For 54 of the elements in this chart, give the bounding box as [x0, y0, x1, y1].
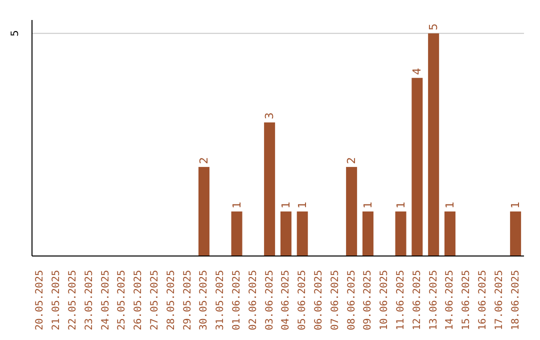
- x-tick-label: 02.06.2025: [248, 270, 259, 330]
- x-tick-label: 30.05.2025: [198, 270, 210, 330]
- data-label: 1: [296, 201, 309, 208]
- x-tick-label: 04.06.2025: [280, 270, 292, 330]
- bar: [231, 211, 242, 256]
- x-tick-label: 01.06.2025: [232, 270, 242, 330]
- x-tick-label: 22.05.2025: [68, 270, 78, 330]
- bar: [198, 166, 210, 256]
- bar: [412, 78, 423, 256]
- bar: [280, 211, 292, 256]
- data-label: 4: [410, 68, 424, 75]
- x-tick-label: 29.05.2025: [182, 270, 194, 330]
- bar: [264, 122, 276, 256]
- data-label: 5: [427, 23, 440, 30]
- x-tick-label: 24.05.2025: [100, 270, 112, 330]
- x-tick-label: 09.06.2025: [362, 270, 374, 330]
- x-tick-label: 28.05.2025: [166, 270, 177, 330]
- bar: [362, 211, 374, 256]
- data-label: 1: [361, 201, 374, 208]
- x-tick-label: 21.05.2025: [51, 270, 62, 330]
- x-tick-label: 10.06.2025: [379, 270, 390, 330]
- x-tick-label: 16.06.2025: [478, 270, 488, 330]
- x-tick-label: 26.05.2025: [133, 270, 144, 330]
- x-tick-label: 03.06.2025: [264, 270, 276, 330]
- x-tick-label: 07.06.2025: [330, 270, 341, 330]
- x-tick-label: 11.06.2025: [396, 270, 406, 330]
- x-tick-label: 17.06.2025: [494, 270, 505, 330]
- bar: [296, 211, 308, 256]
- x-tick-label: 12.06.2025: [412, 270, 423, 330]
- bar: [428, 33, 440, 256]
- x-tick-label: 20.05.2025: [34, 270, 46, 330]
- data-label: 1: [279, 201, 292, 208]
- x-tick-label: 18.06.2025: [510, 270, 522, 330]
- data-label: 2: [345, 156, 358, 164]
- x-tick-label: 15.06.2025: [461, 270, 472, 330]
- x-tick-label: 31.05.2025: [215, 270, 226, 330]
- x-tick-label: 14.06.2025: [444, 270, 456, 330]
- x-tick-label: 13.06.2025: [428, 270, 440, 330]
- bar: [444, 211, 456, 256]
- x-tick-label: 23.05.2025: [84, 270, 95, 330]
- x-tick-label: 06.06.2025: [314, 270, 324, 330]
- data-label: 1: [394, 201, 408, 208]
- data-label: 1: [509, 201, 522, 208]
- bar: [395, 211, 406, 256]
- data-label: 1: [443, 201, 456, 208]
- data-label: 1: [230, 201, 244, 208]
- data-label: 2: [197, 156, 210, 164]
- bar: [346, 166, 358, 256]
- x-tick-label: 25.05.2025: [116, 270, 128, 330]
- x-tick-label: 08.06.2025: [346, 270, 358, 330]
- bar: [510, 211, 522, 256]
- data-label: 3: [263, 112, 276, 120]
- x-tick-label: 27.05.2025: [150, 270, 160, 330]
- x-tick-label: 05.06.2025: [297, 270, 308, 330]
